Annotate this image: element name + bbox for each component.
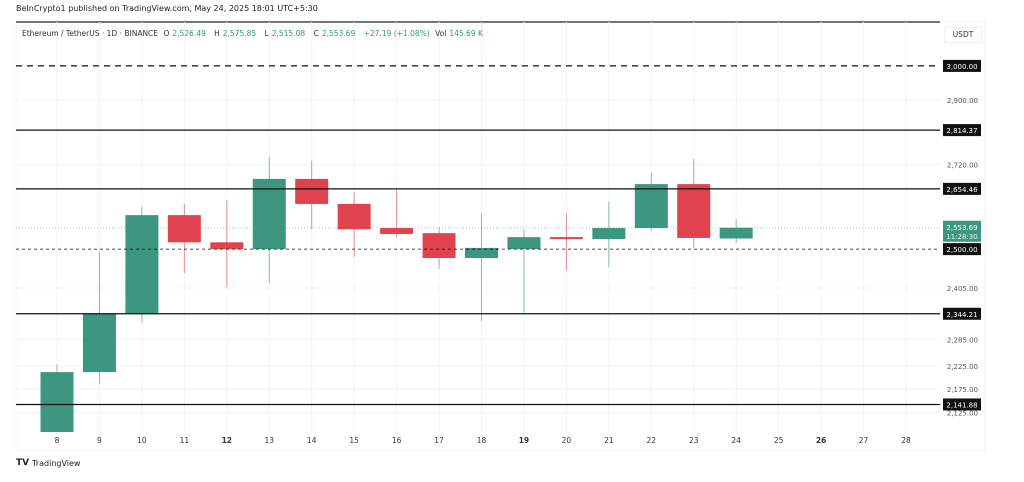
x-tick-label: 8	[55, 436, 60, 445]
level-label-box	[943, 307, 981, 320]
level-label-box	[943, 182, 981, 195]
candle-body	[380, 228, 414, 234]
candle-body	[465, 247, 498, 258]
x-tick-label: 25	[774, 436, 784, 445]
tradingview-logo-text: TradingView	[32, 458, 81, 468]
candle-body	[507, 237, 541, 250]
level-label-box	[943, 124, 981, 137]
change-value: +27.19 (+1.08%)	[363, 29, 430, 38]
x-tick-label: 9	[97, 436, 102, 445]
x-tick-label: 11	[180, 436, 190, 445]
level-label-box	[943, 59, 981, 72]
x-tick-label: 15	[349, 436, 359, 445]
candle-body	[422, 233, 456, 258]
candle-body	[125, 215, 159, 314]
volume-value: 145.69 K	[449, 29, 483, 38]
x-tick-label: 28	[901, 436, 911, 445]
candle-body	[719, 227, 753, 239]
x-tick-label: 16	[392, 436, 402, 445]
x-tick-label: 19	[519, 436, 529, 445]
candles	[40, 157, 753, 432]
level-label-box	[943, 398, 981, 411]
x-tick-label: 22	[647, 436, 657, 445]
x-tick-label: 10	[137, 436, 147, 445]
y-tick-label: 2,175.00	[947, 386, 978, 394]
candle-body	[337, 203, 371, 230]
x-tick-label: 12	[222, 436, 232, 445]
close-value: 2,553.69	[321, 29, 356, 38]
y-tick-label: 2,405.00	[947, 285, 978, 293]
x-tick-label: 20	[562, 436, 572, 445]
symbol-legend: Ethereum / TetherUS · 1D · BINANCE O 2,52…	[22, 29, 489, 38]
open-value: 2,526.49	[172, 29, 206, 38]
x-tick-label: 23	[689, 436, 699, 445]
chart-frame	[15, 21, 986, 451]
low-label: L	[264, 29, 269, 38]
last-price-label-box	[943, 220, 981, 242]
open-label: O	[163, 29, 170, 38]
x-tick-label: 14	[307, 436, 317, 445]
x-tick-label: 27	[859, 436, 869, 445]
candle-body	[549, 237, 583, 240]
level-label-box	[943, 243, 981, 256]
currency-unit-button[interactable]: USDT	[944, 27, 982, 43]
last-price-label: 2,553.69	[946, 224, 977, 232]
level-label: 2,654.46	[946, 186, 978, 194]
x-tick-label: 26	[816, 436, 826, 445]
high-label: H	[214, 29, 220, 38]
candle-body	[634, 184, 668, 229]
level-label: 2,344.21	[946, 311, 977, 319]
y-tick-label: 2,285.00	[947, 336, 978, 344]
tradingview-branding: TV TradingView	[16, 458, 80, 468]
x-tick-label: 24	[731, 436, 741, 445]
y-tick-label: 2,125.00	[947, 409, 978, 417]
volume-label: Vol	[435, 29, 447, 38]
level-label: 2,141.88	[946, 401, 977, 409]
bar-countdown-label: 11:28:30	[946, 233, 977, 241]
level-label: 2,500.00	[946, 246, 977, 254]
x-tick-label: 18	[477, 436, 487, 445]
x-tick-label: 13	[264, 436, 274, 445]
level-label: 2,814.37	[946, 127, 977, 135]
y-tick-label: 2,720.00	[947, 161, 978, 169]
x-tick-label: 21	[604, 436, 614, 445]
candle-body	[592, 228, 626, 240]
symbol-name[interactable]: Ethereum / TetherUS · 1D · BINANCE	[22, 29, 159, 38]
x-tick-label: 17	[434, 436, 444, 445]
candle-body	[167, 215, 201, 243]
candle-body	[252, 178, 286, 250]
candle-body	[82, 313, 116, 373]
close-label: C	[313, 29, 319, 38]
tradingview-logo-icon: TV	[16, 458, 30, 468]
high-value: 2,575.85	[222, 29, 257, 38]
candle-body	[210, 242, 244, 250]
y-tick-label: 2,225.00	[947, 363, 978, 371]
candle-body	[40, 372, 74, 432]
publish-info: BeInCrypto1 published on TradingView.com…	[16, 4, 318, 13]
y-tick-label: 2,900.00	[947, 97, 978, 105]
candle-body	[295, 178, 329, 204]
level-label: 3,000.00	[946, 63, 977, 71]
candle-body	[677, 184, 711, 238]
low-value: 2,515.08	[271, 29, 306, 38]
